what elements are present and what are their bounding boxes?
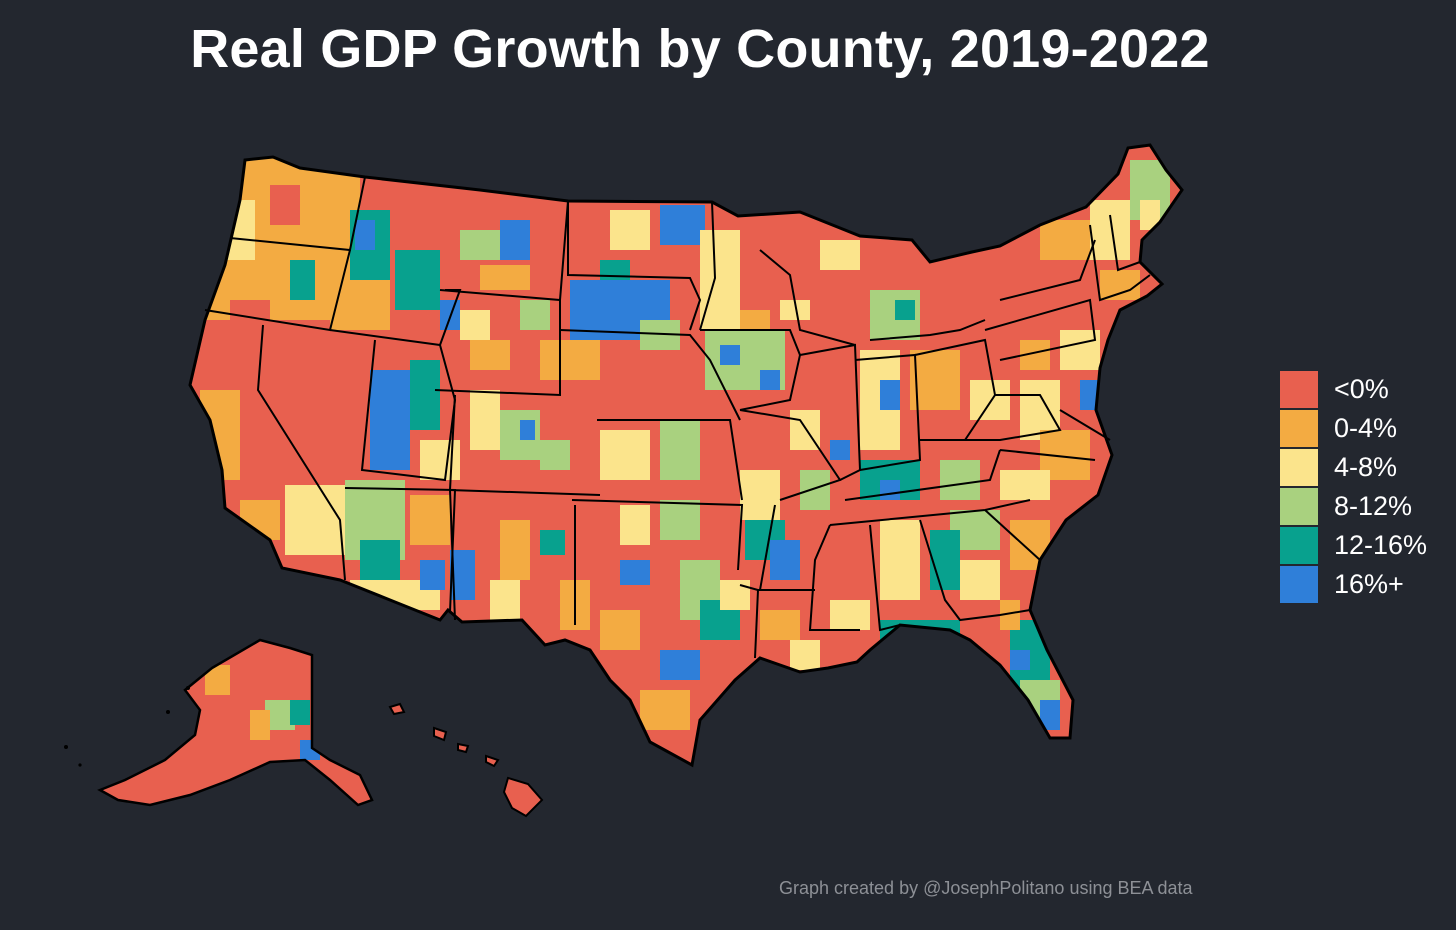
legend-item: 0-4%: [1280, 409, 1450, 448]
hawaii: [388, 702, 544, 818]
legend-swatch: [1280, 566, 1318, 603]
legend-item: 8-12%: [1280, 487, 1450, 526]
contiguous-us-counties: [190, 145, 1182, 765]
legend-label: 4-8%: [1334, 452, 1398, 482]
legend-swatch: [1280, 488, 1318, 525]
state-borders: [188, 143, 1184, 768]
legend-swatch: [1280, 410, 1318, 447]
legend-label: 16%+: [1334, 569, 1404, 599]
legend-item: <0%: [1280, 370, 1450, 409]
legend-label: 12-16%: [1334, 530, 1428, 560]
legend: <0% 0-4% 4-8% 8-12% 12-16% 16%+: [1280, 370, 1450, 604]
source-credit: Graph created by @JosephPolitano using B…: [779, 878, 1193, 898]
legend-swatch: [1280, 371, 1318, 408]
legend-item: 16%+: [1280, 565, 1450, 604]
legend-item: 12-16%: [1280, 526, 1450, 565]
legend-label: <0%: [1334, 374, 1389, 404]
legend-swatch: [1280, 527, 1318, 564]
legend-swatch: [1280, 449, 1318, 486]
alaska: [64, 638, 374, 807]
legend-label: 8-12%: [1334, 491, 1413, 521]
legend-label: 0-4%: [1334, 413, 1398, 443]
legend-item: 4-8%: [1280, 448, 1450, 487]
chart-title: Real GDP Growth by County, 2019-2022: [190, 19, 1210, 79]
